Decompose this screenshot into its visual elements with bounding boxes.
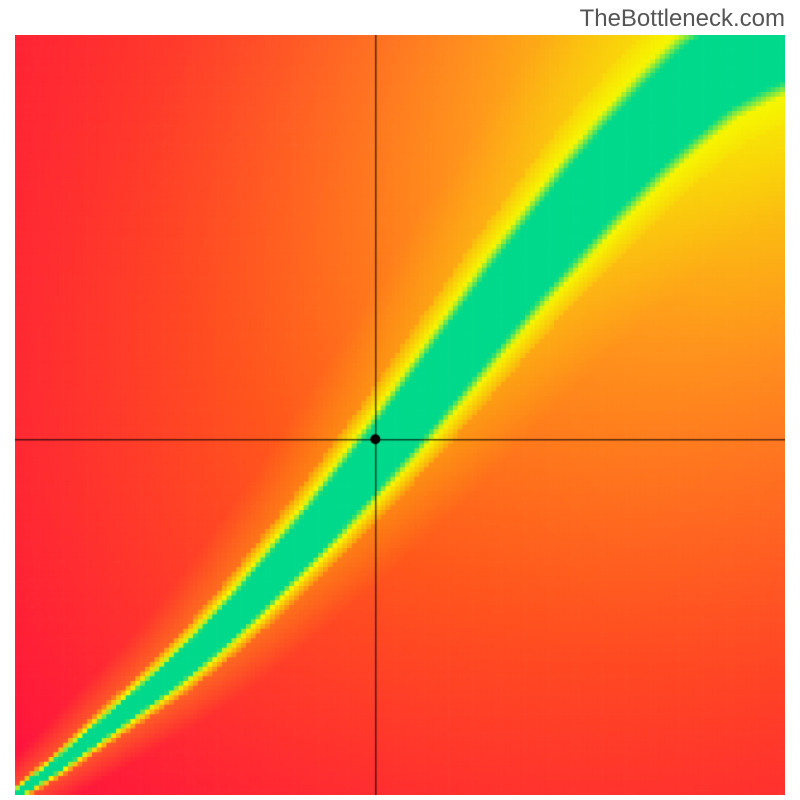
watermark-text: TheBottleneck.com bbox=[580, 5, 785, 33]
chart-container: TheBottleneck.com bbox=[0, 0, 800, 800]
bottleneck-heatmap bbox=[15, 35, 785, 795]
